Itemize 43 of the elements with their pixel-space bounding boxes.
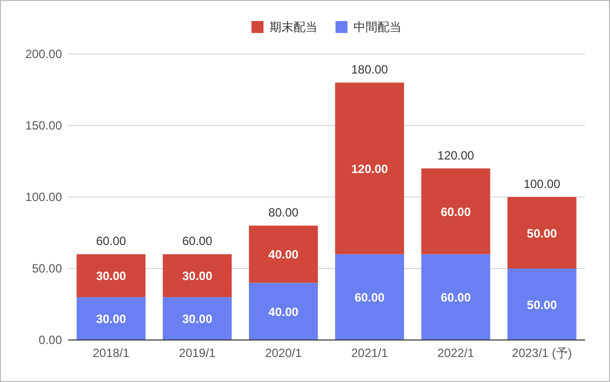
data-label: 60.00 [440,204,472,219]
data-label: 30.00 [182,269,213,284]
bar [507,268,576,340]
bar [248,282,318,340]
y-tick-label: 100.00 [25,190,62,204]
total-label: 60.00 [96,234,126,248]
x-tick-label: 2018/1 [92,346,130,360]
bar [162,254,232,298]
data-label: 40.00 [268,248,299,262]
legend-label: 中間配当 [354,20,402,34]
data-label: 40.00 [268,304,299,319]
y-tick-label: 50.00 [32,262,62,276]
bar [76,254,146,298]
data-label: 120.00 [351,162,388,176]
total-label: 120.00 [437,148,474,162]
bar [421,254,490,340]
bar [507,197,576,268]
y-tick-label: 150.00 [25,118,62,132]
bar [76,297,146,340]
data-label: 30.00 [96,312,126,326]
total-label: 100.00 [524,177,561,191]
data-label: 60.00 [354,290,385,305]
bar [248,226,318,283]
data-label: 30.00 [96,269,126,284]
total-label: 60.00 [182,234,213,248]
bar [335,254,404,340]
x-tick-label: 2019/1 [178,346,216,360]
x-tick-label: 2020/1 [265,346,302,360]
data-label: 50.00 [526,298,558,312]
bar [421,168,490,254]
x-tick-label: 2021/1 [351,346,388,360]
data-label: 30.00 [182,312,213,326]
bar [335,82,404,254]
data-label: 50.00 [526,226,558,240]
x-tick-label: 2022/1 [437,346,474,360]
data-label: 60.00 [440,290,472,305]
legend-label: 期末配当 [270,20,318,34]
x-tick-label: 2023/1 (予) [512,346,572,360]
total-label: 180.00 [351,62,388,77]
y-tick-label: 0.00 [38,333,62,347]
total-label: 80.00 [268,206,299,220]
bar [162,297,232,340]
y-tick-label: 200.00 [25,47,62,61]
